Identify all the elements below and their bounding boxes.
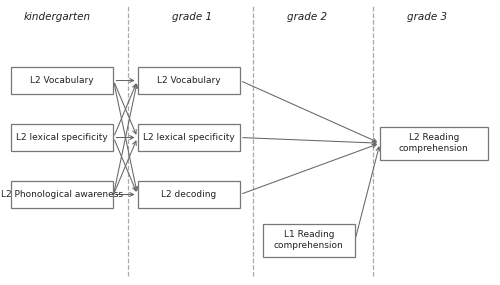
- Text: grade 3: grade 3: [408, 12, 448, 22]
- FancyBboxPatch shape: [138, 124, 240, 151]
- FancyBboxPatch shape: [11, 67, 114, 94]
- Text: L2 decoding: L2 decoding: [161, 190, 216, 199]
- Text: L1 Reading
comprehension: L1 Reading comprehension: [274, 230, 344, 250]
- Text: L2 Vocabulary: L2 Vocabulary: [157, 76, 220, 85]
- FancyBboxPatch shape: [11, 124, 114, 151]
- Text: L2 Reading
comprehension: L2 Reading comprehension: [399, 133, 468, 153]
- FancyBboxPatch shape: [262, 224, 355, 256]
- Text: L2 Phonological awareness: L2 Phonological awareness: [1, 190, 123, 199]
- FancyBboxPatch shape: [138, 67, 240, 94]
- Text: grade 1: grade 1: [172, 12, 212, 22]
- Text: kindergarten: kindergarten: [24, 12, 91, 22]
- Text: L2 lexical specificity: L2 lexical specificity: [16, 133, 108, 142]
- Text: L2 Vocabulary: L2 Vocabulary: [30, 76, 94, 85]
- FancyBboxPatch shape: [138, 181, 240, 208]
- Text: grade 2: grade 2: [288, 12, 328, 22]
- FancyBboxPatch shape: [380, 127, 488, 160]
- Text: L2 lexical specificity: L2 lexical specificity: [143, 133, 234, 142]
- FancyBboxPatch shape: [11, 181, 114, 208]
